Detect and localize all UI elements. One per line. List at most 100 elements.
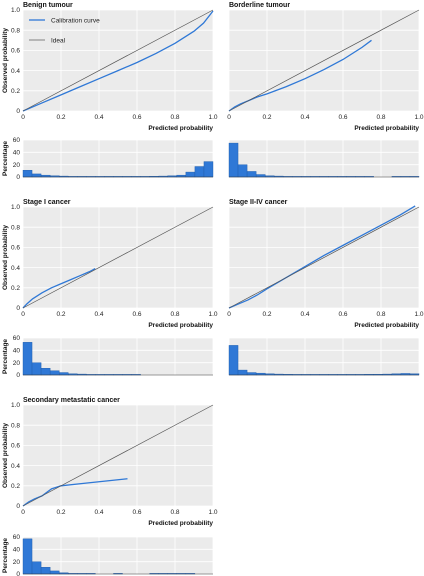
x-tick-label: 1.0 (208, 311, 217, 318)
legend-calibration-label: Calibration curve (51, 17, 100, 24)
histogram-y-tick-label: 40 (13, 348, 21, 355)
histogram-y-axis-label: Percentage (2, 141, 9, 176)
y-tick-label: 0 (16, 305, 20, 312)
histogram-bar (31, 173, 42, 178)
y-tick-label: 1.0 (11, 204, 20, 211)
x-tick-label: 0 (21, 114, 25, 121)
histogram-y-tick-label: 0 (16, 174, 20, 181)
histogram-y-tick-label: 20 (13, 360, 21, 367)
histogram-bar (255, 174, 266, 178)
histogram-area (23, 537, 213, 574)
x-axis-label: Predicted probability (354, 322, 419, 329)
x-tick-label: 0.6 (132, 114, 141, 121)
histogram-bar (22, 342, 33, 376)
histogram-bar (246, 171, 257, 178)
histogram-y-axis-label: Percentage (2, 538, 9, 573)
x-tick-label: 0.6 (338, 311, 347, 318)
histogram-area (229, 338, 419, 375)
x-tick-label: 1.0 (208, 114, 217, 121)
x-tick-label: 1.0 (414, 114, 423, 121)
chart-title: Stage I cancer (23, 199, 71, 206)
y-tick-label: 1.0 (11, 7, 20, 14)
x-axis-label: Predicted probability (148, 322, 213, 329)
x-tick-label: 0.2 (56, 311, 65, 318)
y-tick-label: 0.4 (11, 463, 20, 470)
histogram-bar (40, 368, 51, 376)
histogram-bar (185, 171, 196, 178)
calibration-curve (228, 205, 416, 309)
y-tick-label: 0.4 (11, 68, 20, 75)
x-tick-label: 0 (227, 114, 231, 121)
y-axis-label: Observed probability (2, 225, 9, 290)
x-tick-label: 0.8 (170, 114, 179, 121)
histogram-bar (40, 567, 51, 575)
x-tick-label: 0.4 (94, 114, 103, 121)
histogram-y-tick-label: 0 (16, 372, 20, 379)
chart-panel-4: Stage II-IV cancer 0 0.2 0.4 0.6 0.8 1.0 Predic… (227, 199, 424, 376)
histogram-y-tick-label: 20 (13, 559, 21, 566)
histogram-y-axis-label: Percentage (2, 339, 9, 374)
ideal-line (22, 206, 214, 309)
x-tick-label: 0.4 (94, 509, 103, 516)
chart-panel-3: Stage I cancer 0 0.2 0.4 0.6 0.8 1.0 0 0.2 0.4 0.6… (2, 199, 218, 379)
x-tick-label: 0.2 (56, 509, 65, 516)
histogram-bar (228, 142, 239, 178)
y-tick-label: 0.8 (11, 224, 20, 231)
histogram-y-tick-label: 60 (13, 137, 21, 144)
ideal-line (22, 404, 214, 507)
histogram-bar (194, 166, 205, 178)
x-tick-label: 0.2 (56, 114, 65, 121)
histogram-bar (237, 164, 248, 178)
chart-title: Stage II-IV cancer (229, 199, 288, 206)
x-tick-label: 0 (227, 311, 231, 318)
histogram-y-tick-label: 40 (13, 547, 21, 554)
histogram-y-tick-label: 60 (13, 335, 21, 342)
chart-panel-5: Secondary metastatic cancer 0 0.2 0.4 0.6 0.8… (2, 397, 218, 576)
histogram-area (229, 140, 419, 177)
calibration-curve (22, 268, 96, 309)
y-axis-label: Observed probability (2, 28, 9, 93)
x-tick-label: 0.4 (300, 114, 309, 121)
x-tick-label: 1.0 (414, 311, 423, 318)
x-tick-label: 0.4 (300, 311, 309, 318)
histogram-bar (31, 362, 42, 376)
chart-title: Benign tumour (23, 2, 73, 9)
x-axis-label: Predicted probability (354, 125, 419, 132)
x-tick-label: 0 (21, 509, 25, 516)
x-tick-label: 0.2 (262, 114, 271, 121)
histogram-bar (49, 570, 60, 575)
histogram-bar (203, 161, 214, 178)
chart-panel-1: Benign tumour 0 0.2 0.4 0.6 0.8 1.0 0 0.2 0.4 0.6 0… (2, 2, 218, 181)
y-tick-label: 0.6 (11, 443, 20, 450)
y-tick-label: 0.8 (11, 27, 20, 34)
ideal-line (22, 9, 214, 112)
calibration-curve (22, 10, 214, 112)
y-tick-label: 0.8 (11, 422, 20, 429)
calibration-curve (22, 478, 128, 507)
histogram-bar (22, 170, 33, 178)
histogram-bar (228, 345, 239, 376)
x-axis-label: Predicted probability (148, 125, 213, 132)
chart-title: Borderline tumour (229, 2, 290, 9)
y-tick-label: 0 (16, 503, 20, 510)
chart-title: Secondary metastatic cancer (23, 397, 120, 404)
histogram-bar (58, 372, 69, 376)
x-axis-label: Predicted probability (148, 520, 213, 527)
histogram-area (23, 338, 213, 375)
chart-panel-2: Borderline tumour 0 0.2 0.4 0.6 0.8 1.0 Predict… (227, 2, 424, 178)
histogram-area (23, 140, 213, 177)
y-tick-label: 0 (16, 108, 20, 115)
x-tick-label: 0.6 (132, 509, 141, 516)
x-tick-label: 0.2 (262, 311, 271, 318)
x-tick-label: 0.8 (170, 509, 179, 516)
x-tick-label: 0.6 (338, 114, 347, 121)
histogram-bar (49, 370, 60, 376)
histogram-y-tick-label: 0 (16, 571, 20, 576)
histogram-y-tick-label: 60 (13, 534, 21, 541)
histogram-bar (22, 538, 33, 575)
x-tick-label: 0.8 (376, 114, 385, 121)
y-tick-label: 0.4 (11, 265, 20, 272)
x-tick-label: 0.8 (170, 311, 179, 318)
legend-ideal-label: Ideal (51, 37, 66, 44)
y-axis-label: Observed probability (2, 423, 9, 488)
